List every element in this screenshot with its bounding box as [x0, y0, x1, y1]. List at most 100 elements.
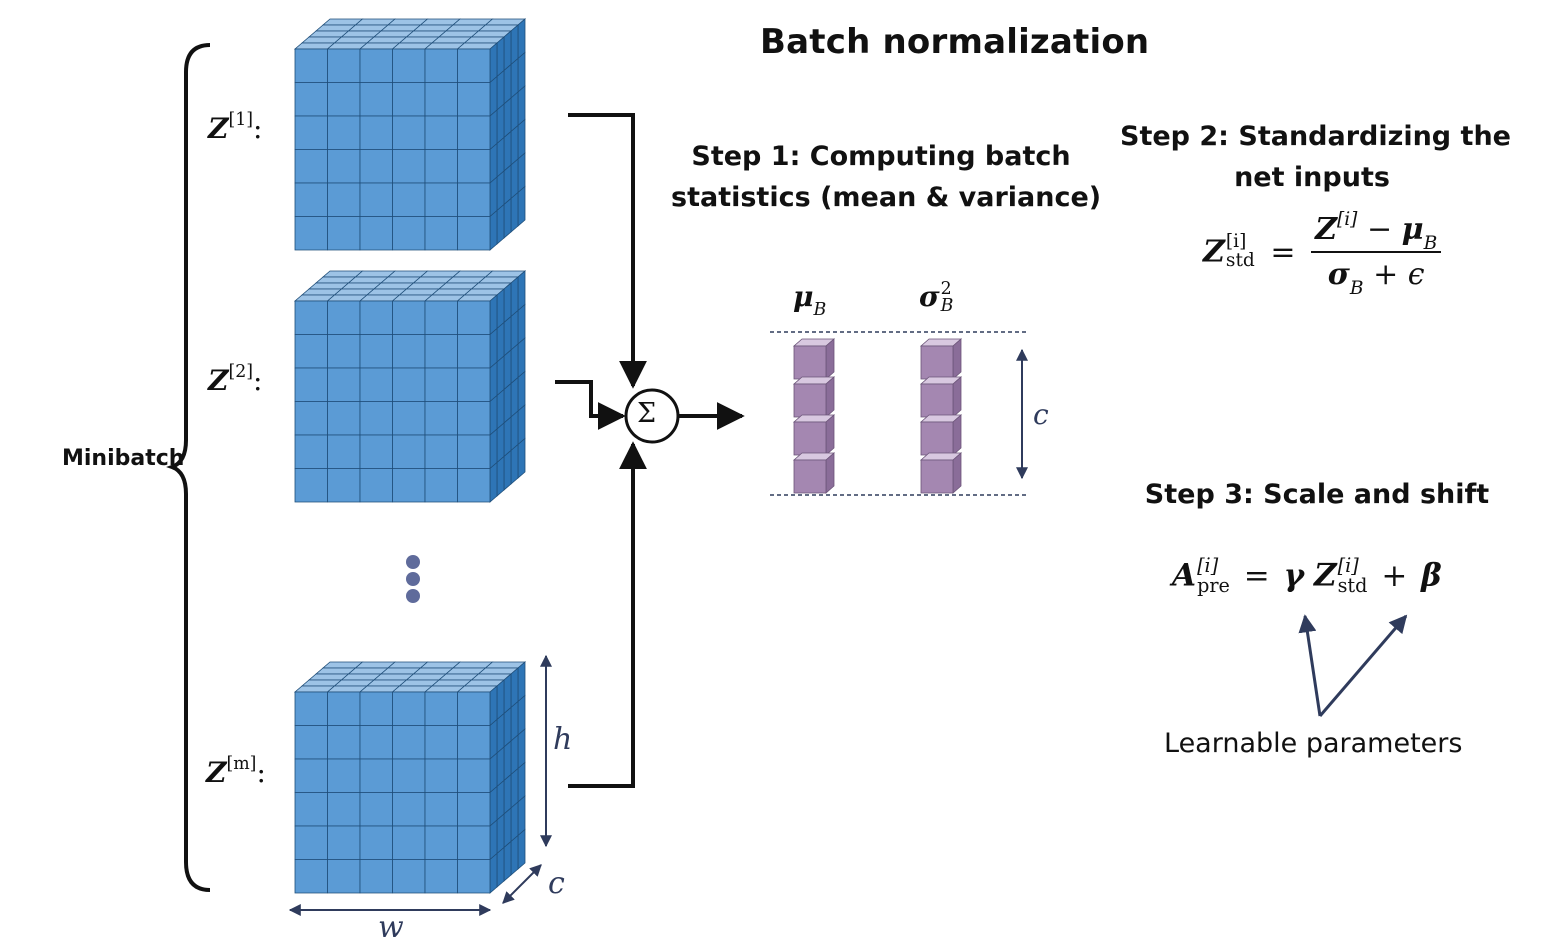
cube-front-face — [294, 691, 328, 726]
cube-front-face — [424, 300, 458, 335]
cube-front-face — [359, 334, 393, 369]
cube-front-face — [424, 367, 458, 402]
cube-side-face — [496, 170, 505, 212]
cube-front-face — [359, 468, 393, 503]
cube-side-face — [503, 315, 512, 357]
cube-side-face — [503, 740, 512, 782]
z-superscript: [i] — [1336, 209, 1358, 231]
cube-front-face — [294, 367, 328, 402]
tensor-symbol: Z — [208, 364, 229, 397]
cube-front-face — [424, 149, 458, 184]
cube-side-face — [489, 294, 498, 336]
cube-front-face — [392, 725, 426, 760]
cube-side-face — [503, 30, 512, 72]
cube-front-face — [392, 334, 426, 369]
cube-front-face — [424, 468, 458, 503]
z-subscript: std — [1337, 573, 1368, 597]
step2-line2: net inputs — [1234, 162, 1390, 193]
tensor-index: [1] — [228, 110, 254, 131]
epsilon-symbol: ϵ — [1407, 257, 1425, 292]
cube-front-face — [294, 468, 328, 503]
cube-side-face — [489, 461, 498, 503]
cube-front-face — [457, 758, 491, 793]
cube-front-face — [327, 115, 361, 150]
cube-side-face — [503, 97, 512, 139]
cube-side-face — [496, 36, 505, 78]
cube-side-face — [496, 288, 505, 330]
cube-side-face — [517, 437, 526, 479]
cube-front-face — [327, 691, 361, 726]
cube-side-face — [503, 282, 512, 324]
cube-side-face — [489, 361, 498, 403]
cube-front-face — [392, 182, 426, 217]
cube-front-face — [327, 434, 361, 469]
cube-side-face — [517, 795, 526, 837]
cube-front-face — [294, 434, 328, 469]
summation-symbol: Σ — [637, 398, 657, 429]
z-symbol: Z — [1203, 234, 1225, 270]
cube-side-face — [496, 813, 505, 855]
cube-front-face — [424, 115, 458, 150]
mean-label: μB — [793, 280, 826, 319]
cube-side-face — [517, 118, 526, 160]
cube-front-face — [424, 48, 458, 83]
variance-cube-front — [920, 345, 954, 380]
cube-side-face — [510, 191, 519, 233]
cube-front-face — [424, 859, 458, 894]
mu-symbol: μ — [1401, 212, 1424, 247]
cube-front-face — [294, 758, 328, 793]
cube-front-face — [327, 758, 361, 793]
mean-cube-side — [825, 414, 835, 456]
cube-front-face — [457, 48, 491, 83]
cube-front-face — [392, 401, 426, 436]
cube-front-face — [392, 859, 426, 894]
learnable-parameters-label: Learnable parameters — [1164, 728, 1463, 759]
cube-side-face — [489, 327, 498, 369]
sigma-superscript: 2 — [940, 278, 952, 299]
cube-side-face — [517, 404, 526, 446]
cube-front-face — [294, 334, 328, 369]
cube-front-face — [294, 792, 328, 827]
variance-cube-front — [920, 459, 954, 494]
cube-front-face — [392, 825, 426, 860]
channel-label: c — [548, 866, 565, 901]
cube-front-face — [359, 149, 393, 184]
cube-side-face — [489, 752, 498, 794]
a-superscript: [i] — [1197, 554, 1219, 578]
cube-front-face — [424, 758, 458, 793]
channel-dimension-arrow — [502, 864, 542, 904]
connector-z1 — [568, 113, 647, 389]
width-label: w — [378, 910, 404, 945]
z-superscript: [i] — [1337, 554, 1359, 578]
cube-front-face — [457, 300, 491, 335]
cube-side-face — [517, 152, 526, 194]
cube-side-face — [510, 443, 519, 485]
cube-front-face — [392, 792, 426, 827]
connector-z2 — [555, 380, 626, 430]
step2-heading: Step 2: Standardizing the net inputs — [1120, 116, 1511, 198]
cube-side-face — [496, 455, 505, 497]
cube-front-face — [327, 182, 361, 217]
cube-side-face — [503, 63, 512, 105]
cube-side-face — [496, 69, 505, 111]
cube-front-face — [392, 115, 426, 150]
tensor-symbol: Z — [206, 756, 227, 789]
cube-front-face — [327, 216, 361, 251]
cube-front-face — [392, 300, 426, 335]
a-subscript: pre — [1197, 573, 1230, 597]
fraction-numerator: Z[i] − μB — [1311, 209, 1442, 253]
cube-side-face — [496, 779, 505, 821]
equals-sign: = — [1243, 557, 1270, 594]
cube-front-face — [457, 182, 491, 217]
cube-front-face — [327, 859, 361, 894]
cube-front-face — [359, 48, 393, 83]
cube-front-face — [392, 758, 426, 793]
cube-side-face — [503, 416, 512, 458]
cube-side-face — [503, 382, 512, 424]
plus-sign: + — [1381, 557, 1408, 594]
cube-front-face — [359, 825, 393, 860]
cube-side-face — [517, 18, 526, 60]
cube-side-face — [489, 428, 498, 470]
standardize-fraction: Z[i] − μB σB + ϵ — [1311, 209, 1442, 298]
